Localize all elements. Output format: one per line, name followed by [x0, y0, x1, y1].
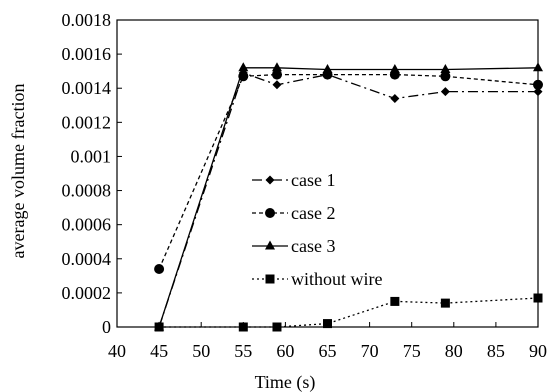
x-axis: 40 45 50 55 60 65 70 75 80 85 90 — [108, 322, 547, 361]
x-tick-label: 85 — [487, 341, 505, 361]
legend-label: without wire — [291, 269, 383, 289]
series-case-2 — [154, 69, 543, 275]
data-point — [440, 298, 450, 308]
legend-marker — [265, 240, 275, 250]
y-tick-label: 0.0016 — [62, 44, 112, 64]
series-line — [158, 73, 539, 270]
data-point — [154, 264, 165, 275]
data-point — [533, 87, 543, 97]
x-tick-label: 90 — [529, 341, 547, 361]
data-point — [322, 63, 333, 73]
series-case-3 — [154, 62, 543, 331]
series-layer — [154, 62, 543, 332]
legend-item: case 2 — [252, 203, 335, 223]
data-point — [533, 79, 543, 90]
data-point — [440, 71, 451, 82]
y-tick-label: 0.0006 — [62, 215, 112, 235]
data-point — [440, 63, 451, 73]
data-point — [533, 62, 543, 72]
legend: case 1 case 2 case 3 without wire — [252, 170, 383, 289]
y-axis-title: average volume fraction — [8, 84, 28, 259]
legend-item: without wire — [252, 269, 383, 289]
y-tick-label: 0.0018 — [62, 10, 112, 30]
data-point — [533, 293, 543, 303]
y-tick-label: 0.0008 — [62, 181, 112, 201]
legend-label: case 1 — [291, 170, 335, 190]
data-point — [323, 319, 332, 329]
y-tick-label: 0.0012 — [62, 112, 112, 132]
y-tick-label: 0.0002 — [62, 283, 112, 303]
x-tick-label: 40 — [108, 341, 126, 361]
data-point — [238, 62, 249, 72]
x-tick-label: 75 — [403, 341, 421, 361]
series-case-1 — [154, 68, 543, 332]
legend-item: case 3 — [252, 236, 335, 256]
y-tick-label: 0.0004 — [62, 249, 112, 269]
series-line — [159, 297, 539, 328]
data-point — [389, 63, 400, 73]
x-tick-label: 45 — [150, 341, 168, 361]
data-point — [390, 93, 400, 103]
data-point — [272, 322, 282, 332]
x-tick-label: 60 — [276, 341, 294, 361]
legend-item: case 1 — [252, 170, 335, 190]
data-point — [271, 62, 282, 72]
legend-marker — [265, 208, 275, 218]
x-axis-title: Time (s) — [255, 372, 316, 392]
x-tick-label: 55 — [234, 341, 252, 361]
legend-label: case 3 — [291, 236, 335, 256]
data-point — [390, 296, 400, 306]
x-tick-label: 80 — [445, 341, 463, 361]
data-point — [440, 87, 450, 97]
x-tick-label: 70 — [361, 341, 379, 361]
data-point — [272, 80, 282, 90]
y-tick-label: 0.001 — [71, 146, 112, 166]
legend-marker — [265, 175, 275, 185]
y-tick-label: 0.0014 — [62, 78, 112, 98]
x-tick-label: 65 — [319, 341, 337, 361]
legend-label: case 2 — [291, 203, 335, 223]
y-axis: 0 0.0002 0.0004 0.0006 0.0008 0.001 0.0012 0.00… — [62, 10, 122, 337]
series-without-wire — [154, 293, 543, 332]
data-point — [154, 322, 164, 332]
data-point — [271, 69, 282, 80]
data-point — [238, 322, 248, 332]
y-tick-label: 0 — [102, 317, 111, 337]
x-tick-label: 50 — [192, 341, 210, 361]
legend-marker — [265, 274, 275, 284]
